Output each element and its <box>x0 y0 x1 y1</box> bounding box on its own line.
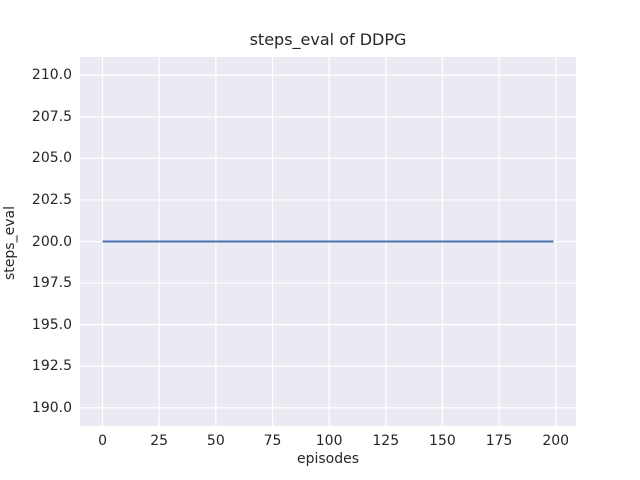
plot-area <box>80 57 576 426</box>
x-tick-label: 50 <box>206 433 225 449</box>
y-tick-label: 205.0 <box>31 150 72 167</box>
x-tick-label: 0 <box>98 433 107 449</box>
y-tick-label: 210.0 <box>31 67 72 84</box>
y-tick-label: 207.5 <box>31 108 72 125</box>
x-tick-label: 125 <box>372 433 400 449</box>
x-tick-label: 200 <box>542 433 570 449</box>
y-tick-label: 202.5 <box>31 191 72 208</box>
y-tick-label: 195.0 <box>31 316 72 333</box>
x-tick-label: 75 <box>263 433 282 449</box>
x-axis-label: episodes <box>296 451 360 467</box>
y-tick-label: 192.5 <box>31 358 72 375</box>
y-tick-label: 197.5 <box>31 275 72 292</box>
y-tick-label: 190.0 <box>31 399 72 416</box>
x-tick-label: 100 <box>315 433 343 449</box>
chart-title: steps_eval of DDPG <box>249 30 407 49</box>
x-tick-label: 150 <box>429 433 456 449</box>
x-tick-label: 25 <box>150 433 169 449</box>
x-tick-label: 175 <box>485 433 513 449</box>
chart-canvas <box>80 57 576 426</box>
y-tick-label: 200.0 <box>31 233 72 250</box>
